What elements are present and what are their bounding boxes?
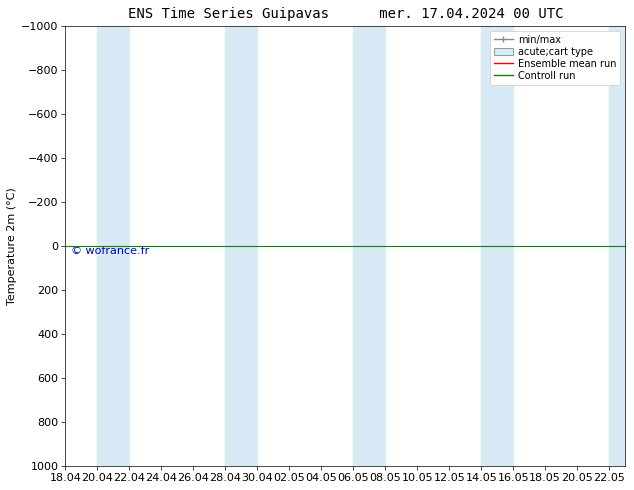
- Bar: [98, 26, 129, 466]
- Y-axis label: Temperature 2m (°C): Temperature 2m (°C): [7, 187, 17, 305]
- Legend: min/max, acute;cart type, Ensemble mean run, Controll run: min/max, acute;cart type, Ensemble mean …: [489, 31, 620, 85]
- Bar: [481, 26, 513, 466]
- Bar: [225, 26, 257, 466]
- Title: ENS Time Series Guipavas      mer. 17.04.2024 00 UTC: ENS Time Series Guipavas mer. 17.04.2024…: [127, 7, 563, 21]
- Text: © wofrance.fr: © wofrance.fr: [71, 245, 149, 255]
- Bar: [353, 26, 385, 466]
- Bar: [609, 26, 625, 466]
